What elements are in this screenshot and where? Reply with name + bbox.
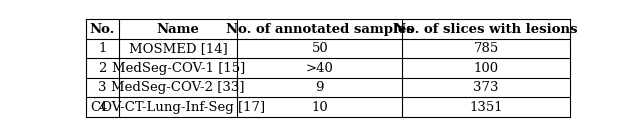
Text: 373: 373: [474, 81, 499, 94]
Text: 10: 10: [312, 101, 328, 114]
Text: 3: 3: [98, 81, 107, 94]
Text: MedSeg-COV-2 [33]: MedSeg-COV-2 [33]: [111, 81, 245, 94]
Text: 100: 100: [474, 62, 499, 75]
Text: 2: 2: [98, 62, 107, 75]
Text: 785: 785: [474, 42, 499, 55]
Text: No. of annotated samples: No. of annotated samples: [226, 23, 413, 36]
Text: COV-CT-Lung-Inf-Seg [17]: COV-CT-Lung-Inf-Seg [17]: [91, 101, 265, 114]
Text: 1351: 1351: [469, 101, 503, 114]
Text: MedSeg-COV-1 [15]: MedSeg-COV-1 [15]: [111, 62, 244, 75]
Text: Name: Name: [157, 23, 200, 36]
Text: 1: 1: [98, 42, 107, 55]
Text: 9: 9: [316, 81, 324, 94]
Text: 4: 4: [98, 101, 107, 114]
Text: No. of slices with lesions: No. of slices with lesions: [394, 23, 578, 36]
Text: MOSMED [14]: MOSMED [14]: [129, 42, 228, 55]
Text: >40: >40: [306, 62, 333, 75]
Text: 50: 50: [312, 42, 328, 55]
Text: No.: No.: [90, 23, 115, 36]
